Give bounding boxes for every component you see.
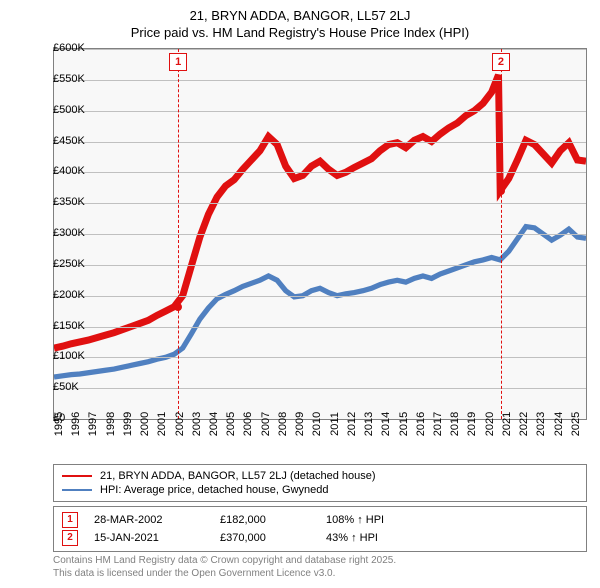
x-tick-label: 2000 [139, 412, 151, 436]
x-tick-label: 1997 [87, 412, 99, 436]
x-tick-label: 2023 [535, 412, 547, 436]
x-tick-label: 2019 [466, 412, 478, 436]
sale-row: 2 15-JAN-2021 £370,000 43% ↑ HPI [62, 529, 578, 547]
legend-swatch [62, 489, 92, 491]
x-tick-label: 2013 [363, 412, 375, 436]
x-tick-label: 2017 [432, 412, 444, 436]
x-tick-label: 2020 [484, 412, 496, 436]
x-axis-labels: 1995199619971998199920002001200220032004… [53, 420, 587, 460]
x-tick-label: 1995 [53, 412, 65, 436]
x-tick-label: 2004 [208, 412, 220, 436]
x-tick-label: 2018 [449, 412, 461, 436]
sale-marker-icon: 2 [62, 530, 78, 546]
x-tick-label: 2007 [260, 412, 272, 436]
legend-item: HPI: Average price, detached house, Gwyn… [62, 483, 578, 497]
x-tick-label: 2010 [311, 412, 323, 436]
footnote-line: Contains HM Land Registry data © Crown c… [53, 554, 587, 567]
sale-price: £182,000 [220, 514, 310, 526]
sale-hpi-pct: 108% ↑ HPI [326, 514, 426, 526]
x-tick-label: 2016 [415, 412, 427, 436]
legend-label: 21, BRYN ADDA, BANGOR, LL57 2LJ (detache… [100, 470, 376, 482]
chart-title: 21, BRYN ADDA, BANGOR, LL57 2LJ [8, 8, 592, 23]
x-tick-label: 2024 [553, 412, 565, 436]
sale-row: 1 28-MAR-2002 £182,000 108% ↑ HPI [62, 511, 578, 529]
sale-date: 15-JAN-2021 [94, 532, 204, 544]
x-tick-label: 2006 [242, 412, 254, 436]
chart-container: 21, BRYN ADDA, BANGOR, LL57 2LJ Price pa… [8, 8, 592, 580]
x-tick-label: 2025 [570, 412, 582, 436]
sale-date: 28-MAR-2002 [94, 514, 204, 526]
footnote-line: This data is licensed under the Open Gov… [53, 567, 587, 580]
x-tick-label: 2002 [174, 412, 186, 436]
legend-swatch [62, 475, 92, 477]
x-tick-label: 2011 [329, 412, 341, 436]
chart-subtitle: Price paid vs. HM Land Registry's House … [8, 25, 592, 40]
x-tick-label: 2008 [277, 412, 289, 436]
x-tick-label: 2014 [380, 412, 392, 436]
x-tick-label: 2015 [398, 412, 410, 436]
sale-price: £370,000 [220, 532, 310, 544]
x-tick-label: 2021 [501, 412, 513, 436]
x-tick-label: 2009 [294, 412, 306, 436]
x-tick-label: 2012 [346, 412, 358, 436]
legend-label: HPI: Average price, detached house, Gwyn… [100, 484, 329, 496]
sales-table: 1 28-MAR-2002 £182,000 108% ↑ HPI 2 15-J… [53, 506, 587, 552]
x-tick-label: 1996 [70, 412, 82, 436]
plot-area: 12 [53, 48, 587, 420]
sale-hpi-pct: 43% ↑ HPI [326, 532, 426, 544]
x-tick-label: 1998 [105, 412, 117, 436]
chart-marker: 1 [169, 53, 187, 71]
chart-marker: 2 [492, 53, 510, 71]
sale-marker-icon: 1 [62, 512, 78, 528]
x-tick-label: 2005 [225, 412, 237, 436]
x-tick-label: 2003 [191, 412, 203, 436]
footnote: Contains HM Land Registry data © Crown c… [53, 554, 587, 580]
x-tick-label: 1999 [122, 412, 134, 436]
x-tick-label: 2022 [518, 412, 530, 436]
x-tick-label: 2001 [156, 412, 168, 436]
legend-item: 21, BRYN ADDA, BANGOR, LL57 2LJ (detache… [62, 469, 578, 483]
legend: 21, BRYN ADDA, BANGOR, LL57 2LJ (detache… [53, 464, 587, 502]
